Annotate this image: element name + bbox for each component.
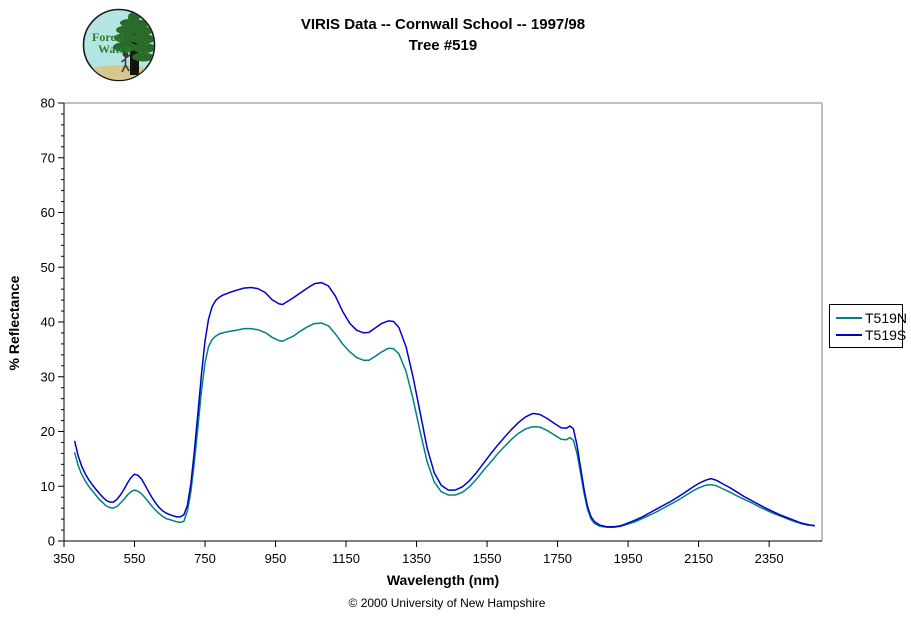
x-tick-label: 1350 bbox=[402, 551, 431, 566]
x-axis-title: Wavelength (nm) bbox=[386, 572, 500, 588]
legend-box: T519N T519S bbox=[829, 304, 907, 348]
y-tick-label: 0 bbox=[48, 534, 55, 549]
legend-entry-t519n: T519N bbox=[836, 309, 907, 326]
copyright-text: © 2000 University of New Hampshire bbox=[348, 596, 546, 610]
logo-climber bbox=[121, 50, 131, 73]
legend-label-t519s: T519S bbox=[865, 326, 907, 343]
y-tick-label: 70 bbox=[41, 150, 55, 165]
x-tick-label: 350 bbox=[53, 551, 75, 566]
legend-entry-t519s: T519S bbox=[836, 326, 906, 343]
forest-watch-logo: Forest Watch bbox=[81, 7, 157, 83]
y-tick-label: 60 bbox=[41, 205, 55, 220]
chart-title-block: VIRIS Data -- Cornwall School -- 1997/98… bbox=[64, 14, 822, 56]
y-tick-label: 80 bbox=[41, 96, 55, 111]
x-tick-label: 950 bbox=[265, 551, 287, 566]
series-line-t519n bbox=[73, 322, 815, 529]
legend-label-t519n: T519N bbox=[865, 309, 908, 326]
series-line-t519s bbox=[73, 281, 816, 528]
y-tick-label: 10 bbox=[41, 479, 55, 494]
y-tick-label: 40 bbox=[41, 315, 55, 330]
legend-line-t519s bbox=[836, 333, 862, 336]
logo-text-forest: Forest bbox=[92, 30, 124, 44]
x-tick-label: 2150 bbox=[684, 551, 713, 566]
x-tick-label: 1950 bbox=[614, 551, 643, 566]
x-tick-label: 550 bbox=[124, 551, 146, 566]
chart-title-line1: VIRIS Data -- Cornwall School -- 1997/98 bbox=[300, 16, 586, 33]
y-tick-label: 30 bbox=[41, 369, 55, 384]
legend-line-t519n bbox=[836, 316, 862, 319]
x-tick-label: 1550 bbox=[473, 551, 502, 566]
logo-text-watch: Watch bbox=[98, 42, 132, 56]
y-tick-label: 20 bbox=[41, 424, 55, 439]
chart-title-line2: Tree #519 bbox=[408, 37, 478, 54]
forest-watch-logo-image: Forest Watch bbox=[82, 8, 156, 82]
y-tick-label: 50 bbox=[41, 260, 55, 275]
x-tick-label: 1150 bbox=[332, 551, 360, 566]
x-tick-label: 750 bbox=[194, 551, 216, 566]
x-tick-label: 1750 bbox=[543, 551, 572, 566]
x-tick-label: 2350 bbox=[755, 551, 784, 566]
